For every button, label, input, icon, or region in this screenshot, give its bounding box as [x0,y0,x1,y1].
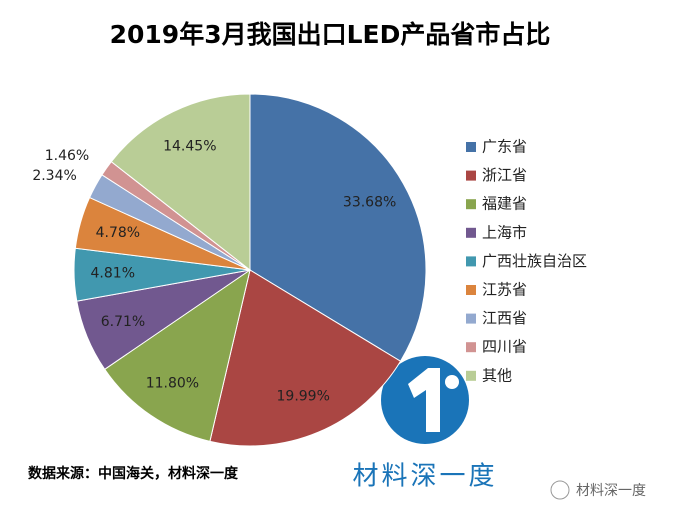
pie-slice [110,93,251,272]
source: 数据来源：中国海关，材料深一度 [28,465,239,482]
legend-label: 上海市 [482,223,527,241]
legend-swatch [466,342,476,353]
legend-label: 其他 [482,366,512,384]
legend-swatch [466,370,476,381]
legend-swatch [466,170,476,181]
data-label: 2.34% [32,168,76,184]
pie-slice [249,93,427,362]
logo-glyph [408,368,440,432]
pie-slice [104,268,251,442]
watermark: 材料深一度 [576,483,646,499]
data-label: 14.45% [163,139,216,155]
logo-text: 材料深一度 [352,462,497,492]
pie-slice [209,269,402,447]
wechat-icon [550,480,570,500]
data-label: 19.99% [277,389,330,405]
data-label: 33.68% [343,195,396,211]
data-label: 11.80% [146,375,199,391]
legend-label: 广东省 [482,138,527,156]
legend-label: 江苏省 [482,281,527,299]
data-label: 4.81% [91,266,135,282]
logo [381,356,469,444]
legend-swatch [466,256,476,267]
legend-label: 江西省 [482,309,527,327]
data-label: 6.71% [101,314,145,330]
data-label: 1.46% [45,148,89,164]
data-label: 4.78% [96,225,140,241]
legend-swatch [466,142,476,152]
legend-swatch [466,199,476,210]
legend-swatch [466,227,476,238]
legend-label: 福建省 [482,195,527,213]
legend-label: 浙江省 [482,166,527,184]
chart-title: 2019年3月我国出口LED产品省市占比 [110,20,551,49]
logo-dot [445,375,459,389]
legend-swatch [466,285,476,295]
legend-label: 广西壮族自治区 [482,252,587,270]
legend-label: 四川省 [482,338,527,356]
legend-swatch [466,313,476,324]
